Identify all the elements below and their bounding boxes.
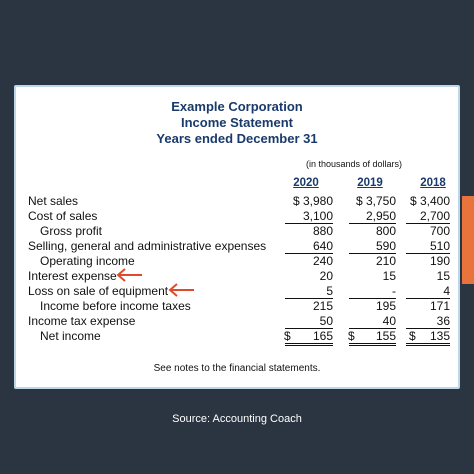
source-credit: Source: Accounting Coach: [172, 413, 302, 425]
subtotal-rule: [406, 298, 450, 299]
cell-interest-expense-2020: 20: [319, 269, 333, 283]
year-header-2018: 2018: [420, 177, 446, 189]
cell-net-income-2019: 155: [375, 329, 396, 343]
subtotal-rule: [285, 328, 333, 329]
cell-loss-on-sale-2018: 4: [443, 284, 450, 298]
cell-gross-profit-2019: 800: [375, 224, 396, 238]
cell-sga-2020: 640: [312, 239, 333, 253]
currency-symbol: $: [284, 329, 291, 343]
subtotal-rule: [349, 298, 396, 299]
cell-net-income-2018: 135: [429, 329, 450, 343]
cell-income-tax-2019: 40: [382, 314, 396, 328]
subtotal-rule: [406, 328, 450, 329]
subtotal-rule: [406, 253, 450, 254]
row-label-interest-expense: Interest expense: [28, 269, 117, 283]
row-label-gross-profit: Gross profit: [40, 224, 103, 238]
subtotal-rule: [285, 253, 333, 254]
cell-operating-income-2020: 240: [312, 254, 333, 268]
cell-income-tax-2020: 50: [319, 314, 333, 328]
cell-sga-2019: 590: [375, 239, 396, 253]
cell-net-sales-2019: $ 3,750: [355, 194, 396, 208]
cell-interest-expense-2019: 15: [382, 269, 396, 283]
currency-symbol: $: [409, 329, 416, 343]
subtotal-rule: [349, 328, 396, 329]
accent-stripe: [462, 196, 474, 284]
cell-sga-2018: 510: [429, 239, 450, 253]
cell-loss-on-sale-2019: -: [392, 284, 396, 298]
statement-name: Income Statement: [181, 115, 293, 130]
row-label-cost-of-sales: Cost of sales: [28, 209, 98, 223]
cell-income-before-taxes-2020: 215: [312, 299, 333, 313]
row-label-income-tax: Income tax expense: [28, 314, 136, 328]
total-double-rule: [406, 343, 450, 344]
currency-symbol: $: [348, 329, 355, 343]
year-header-2020: 2020: [293, 177, 319, 189]
cell-interest-expense-2018: 15: [436, 269, 450, 283]
units-note: (in thousands of dollars): [306, 159, 403, 169]
cell-cost-of-sales-2019: 2,950: [365, 209, 396, 223]
statement-title: Example Corporation Income Statement Yea…: [16, 99, 458, 147]
total-double-rule: [285, 343, 333, 344]
subtotal-rule: [406, 223, 450, 224]
cell-cost-of-sales-2020: 3,100: [302, 209, 333, 223]
subtotal-rule: [349, 253, 396, 254]
statement-period: Years ended December 31: [156, 131, 318, 146]
year-header-2019: 2019: [357, 177, 383, 189]
cell-gross-profit-2020: 880: [312, 224, 333, 238]
cell-net-income-2020: 165: [312, 329, 333, 343]
row-label-sga: Selling, general and administrative expe…: [28, 239, 267, 253]
cell-net-sales-2020: $ 3,980: [292, 194, 333, 208]
cell-operating-income-2019: 210: [375, 254, 396, 268]
row-label-operating-income: Operating income: [40, 254, 135, 268]
subtotal-rule: [285, 223, 333, 224]
arrow-left-icon: [116, 268, 142, 282]
income-statement-card: Example Corporation Income Statement Yea…: [14, 85, 460, 389]
cell-income-before-taxes-2019: 195: [375, 299, 396, 313]
footnote: See notes to the financial statements.: [153, 363, 321, 374]
row-label-net-income: Net income: [40, 329, 101, 343]
cell-income-before-taxes-2018: 171: [429, 299, 450, 313]
cell-net-sales-2018: $ 3,400: [409, 194, 450, 208]
total-double-rule: [349, 345, 396, 346]
subtotal-rule: [285, 298, 333, 299]
cell-gross-profit-2018: 700: [429, 224, 450, 238]
cell-operating-income-2018: 190: [429, 254, 450, 268]
total-double-rule: [285, 345, 333, 346]
cell-cost-of-sales-2018: 2,700: [419, 209, 450, 223]
total-double-rule: [406, 345, 450, 346]
total-double-rule: [349, 343, 396, 344]
subtotal-rule: [349, 223, 396, 224]
row-label-income-before-taxes: Income before income taxes: [40, 299, 191, 313]
arrow-left-icon: [168, 283, 194, 297]
company-name: Example Corporation: [171, 99, 303, 114]
cell-income-tax-2018: 36: [436, 314, 450, 328]
row-label-loss-on-sale: Loss on sale of equipment: [28, 284, 169, 298]
row-label-net-sales: Net sales: [28, 194, 79, 208]
cell-loss-on-sale-2020: 5: [326, 284, 333, 298]
